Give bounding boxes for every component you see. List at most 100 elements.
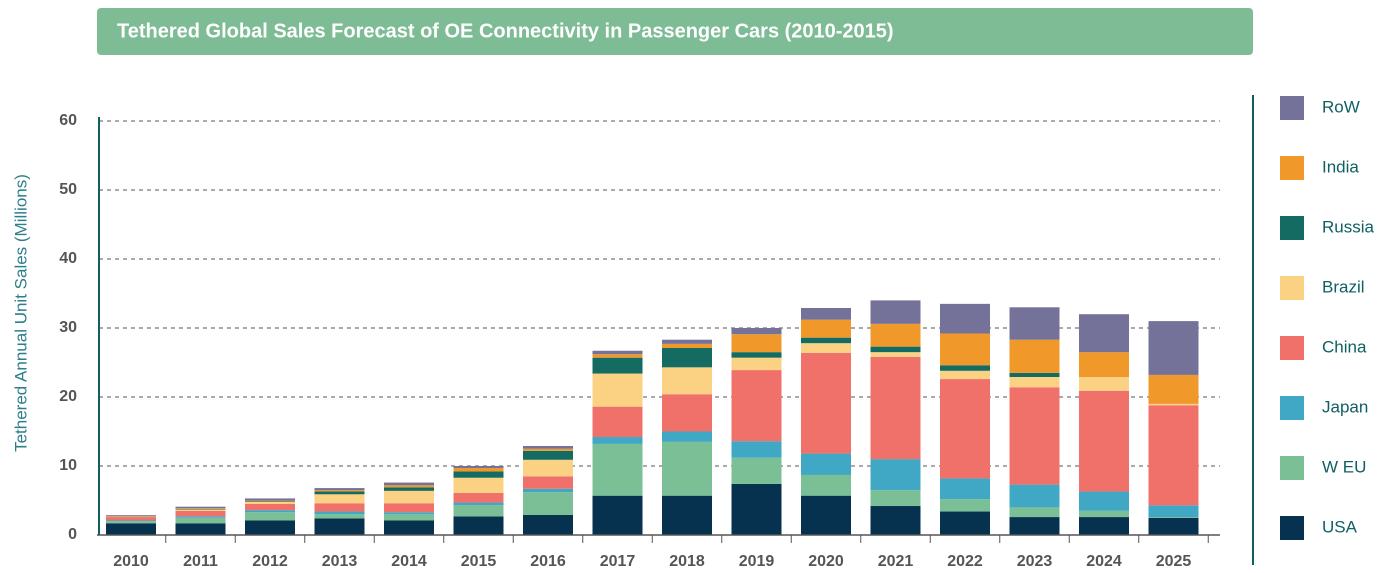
bar-segment	[523, 448, 573, 451]
bar-segment	[592, 443, 643, 496]
bar-segment	[175, 517, 226, 524]
bar-segment	[801, 307, 851, 320]
bar-segment	[523, 488, 573, 493]
bar-segment	[1009, 507, 1060, 518]
bar-segment	[453, 471, 504, 478]
bar-segment	[592, 350, 643, 355]
y-axis-label: Tethered Annual Unit Sales (Millions)	[11, 174, 30, 452]
bar-segment	[384, 512, 434, 515]
bar-segment	[731, 352, 782, 358]
bar-segment	[245, 498, 295, 501]
x-tick-label: 2011	[183, 553, 218, 570]
bar-segment	[523, 492, 573, 515]
bar-segment	[662, 431, 712, 442]
bar-segment	[870, 506, 921, 535]
bar-segment	[940, 303, 990, 334]
bar-segment	[940, 365, 990, 371]
bar-segment	[592, 357, 643, 374]
x-tick-label: 2025	[1156, 553, 1192, 570]
bar-segment	[245, 520, 295, 535]
bar-segment	[870, 323, 921, 347]
legend-swatch	[1280, 516, 1304, 540]
bar-segment	[106, 516, 156, 518]
legend-swatch	[1280, 156, 1304, 180]
legend-swatch	[1280, 396, 1304, 420]
chart-title: Tethered Global Sales Forecast of OE Con…	[117, 20, 894, 42]
bar-segment	[175, 506, 226, 509]
bar-segment	[1079, 390, 1129, 492]
x-tick-label: 2017	[600, 553, 636, 570]
legend-swatch	[1280, 276, 1304, 300]
x-tick-label: 2018	[669, 553, 705, 570]
x-tick-label: 2015	[461, 553, 497, 570]
title-bar	[97, 8, 1253, 55]
bar-segment	[1079, 314, 1129, 353]
bar-segment	[592, 406, 643, 438]
bar-segment	[592, 354, 643, 358]
x-tick-label: 2013	[322, 553, 358, 570]
bar-segment	[245, 500, 295, 502]
bar-segment	[175, 509, 226, 511]
bar-segment	[453, 468, 504, 472]
legend-label: Japan	[1322, 397, 1368, 416]
bar-segment	[940, 499, 990, 512]
legend-label: Russia	[1322, 217, 1375, 236]
bar-segment	[106, 514, 156, 516]
bar-segment	[1079, 376, 1129, 391]
bar-segment	[314, 494, 365, 504]
bar-segment	[801, 453, 851, 475]
x-tick-label: 2021	[878, 553, 914, 570]
x-tick-label: 2014	[391, 553, 427, 570]
y-tick-label: 0	[68, 526, 77, 543]
bar-segment	[1009, 517, 1060, 535]
bar-segment	[175, 523, 226, 535]
y-tick-label: 40	[59, 250, 77, 267]
bar-segment	[940, 379, 990, 479]
y-tick-label: 10	[59, 457, 77, 474]
x-tick-label: 2010	[113, 553, 149, 570]
bar-segment	[1079, 517, 1129, 535]
bar-segment	[940, 333, 990, 366]
bar-segment	[314, 514, 365, 519]
bar-segment	[245, 501, 295, 502]
bar-segment	[384, 514, 434, 521]
x-tick-label: 2019	[739, 553, 775, 570]
bar-segment	[662, 339, 712, 344]
bar-segment	[245, 503, 295, 511]
bar-segment	[731, 334, 782, 353]
y-tick-label: 20	[59, 388, 77, 405]
bar-segment	[940, 370, 990, 380]
x-tick-label: 2022	[947, 553, 983, 570]
bar-segment	[453, 466, 504, 469]
bar-segment	[453, 505, 504, 517]
bar-segment	[592, 495, 643, 535]
bar-segment	[870, 490, 921, 507]
bar-segment	[592, 437, 643, 444]
bar-segment	[523, 445, 573, 449]
bar-segment	[1009, 339, 1060, 373]
bar-segment	[384, 482, 434, 486]
bar-segment	[870, 459, 921, 491]
bar-segment	[870, 352, 921, 357]
x-tick-label: 2020	[808, 553, 844, 570]
bar-segment	[731, 483, 782, 535]
bar-segment	[731, 441, 782, 458]
bar-segment	[801, 474, 851, 496]
bar-segment	[453, 477, 504, 493]
bar-segment	[175, 510, 226, 517]
bar-segment	[662, 495, 712, 535]
bar-segment	[245, 510, 295, 513]
bar-segment	[245, 512, 295, 521]
bar-segment	[314, 518, 365, 535]
bar-segment	[314, 490, 365, 492]
bar-segment	[1148, 403, 1199, 406]
bar-segment	[592, 373, 643, 407]
bar-segment	[384, 485, 434, 488]
bar-segment	[731, 328, 782, 335]
bar-segment	[175, 508, 226, 509]
bar-segment	[1009, 387, 1060, 485]
legend-swatch	[1280, 96, 1304, 120]
bar-segment	[106, 523, 156, 535]
bar-segment	[731, 357, 782, 371]
